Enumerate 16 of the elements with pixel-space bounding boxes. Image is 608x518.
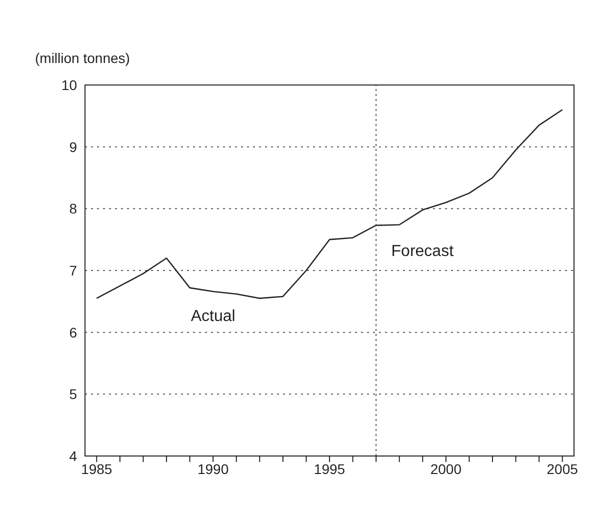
y-tick-label: 8: [69, 200, 78, 217]
x-tick-label: 2000: [430, 460, 462, 477]
y-axis-title: (million tonnes): [35, 50, 130, 66]
x-tick-label: 1995: [314, 460, 346, 477]
y-tick-label: 5: [69, 386, 78, 402]
x-tick-label: 1985: [81, 460, 112, 477]
y-tick-label: 6: [69, 324, 78, 340]
annotation: Actual: [190, 308, 236, 326]
x-tick-label: 2005: [546, 460, 578, 477]
line-series: [96, 109, 564, 299]
y-tick-label: 9: [69, 138, 78, 155]
y-tick-label: 7: [69, 262, 78, 278]
y-tick-label: 4: [69, 448, 78, 464]
annotation: Forecast: [391, 243, 454, 260]
y-tick-label: 10: [61, 76, 78, 93]
x-tick-label: 1990: [197, 460, 229, 477]
